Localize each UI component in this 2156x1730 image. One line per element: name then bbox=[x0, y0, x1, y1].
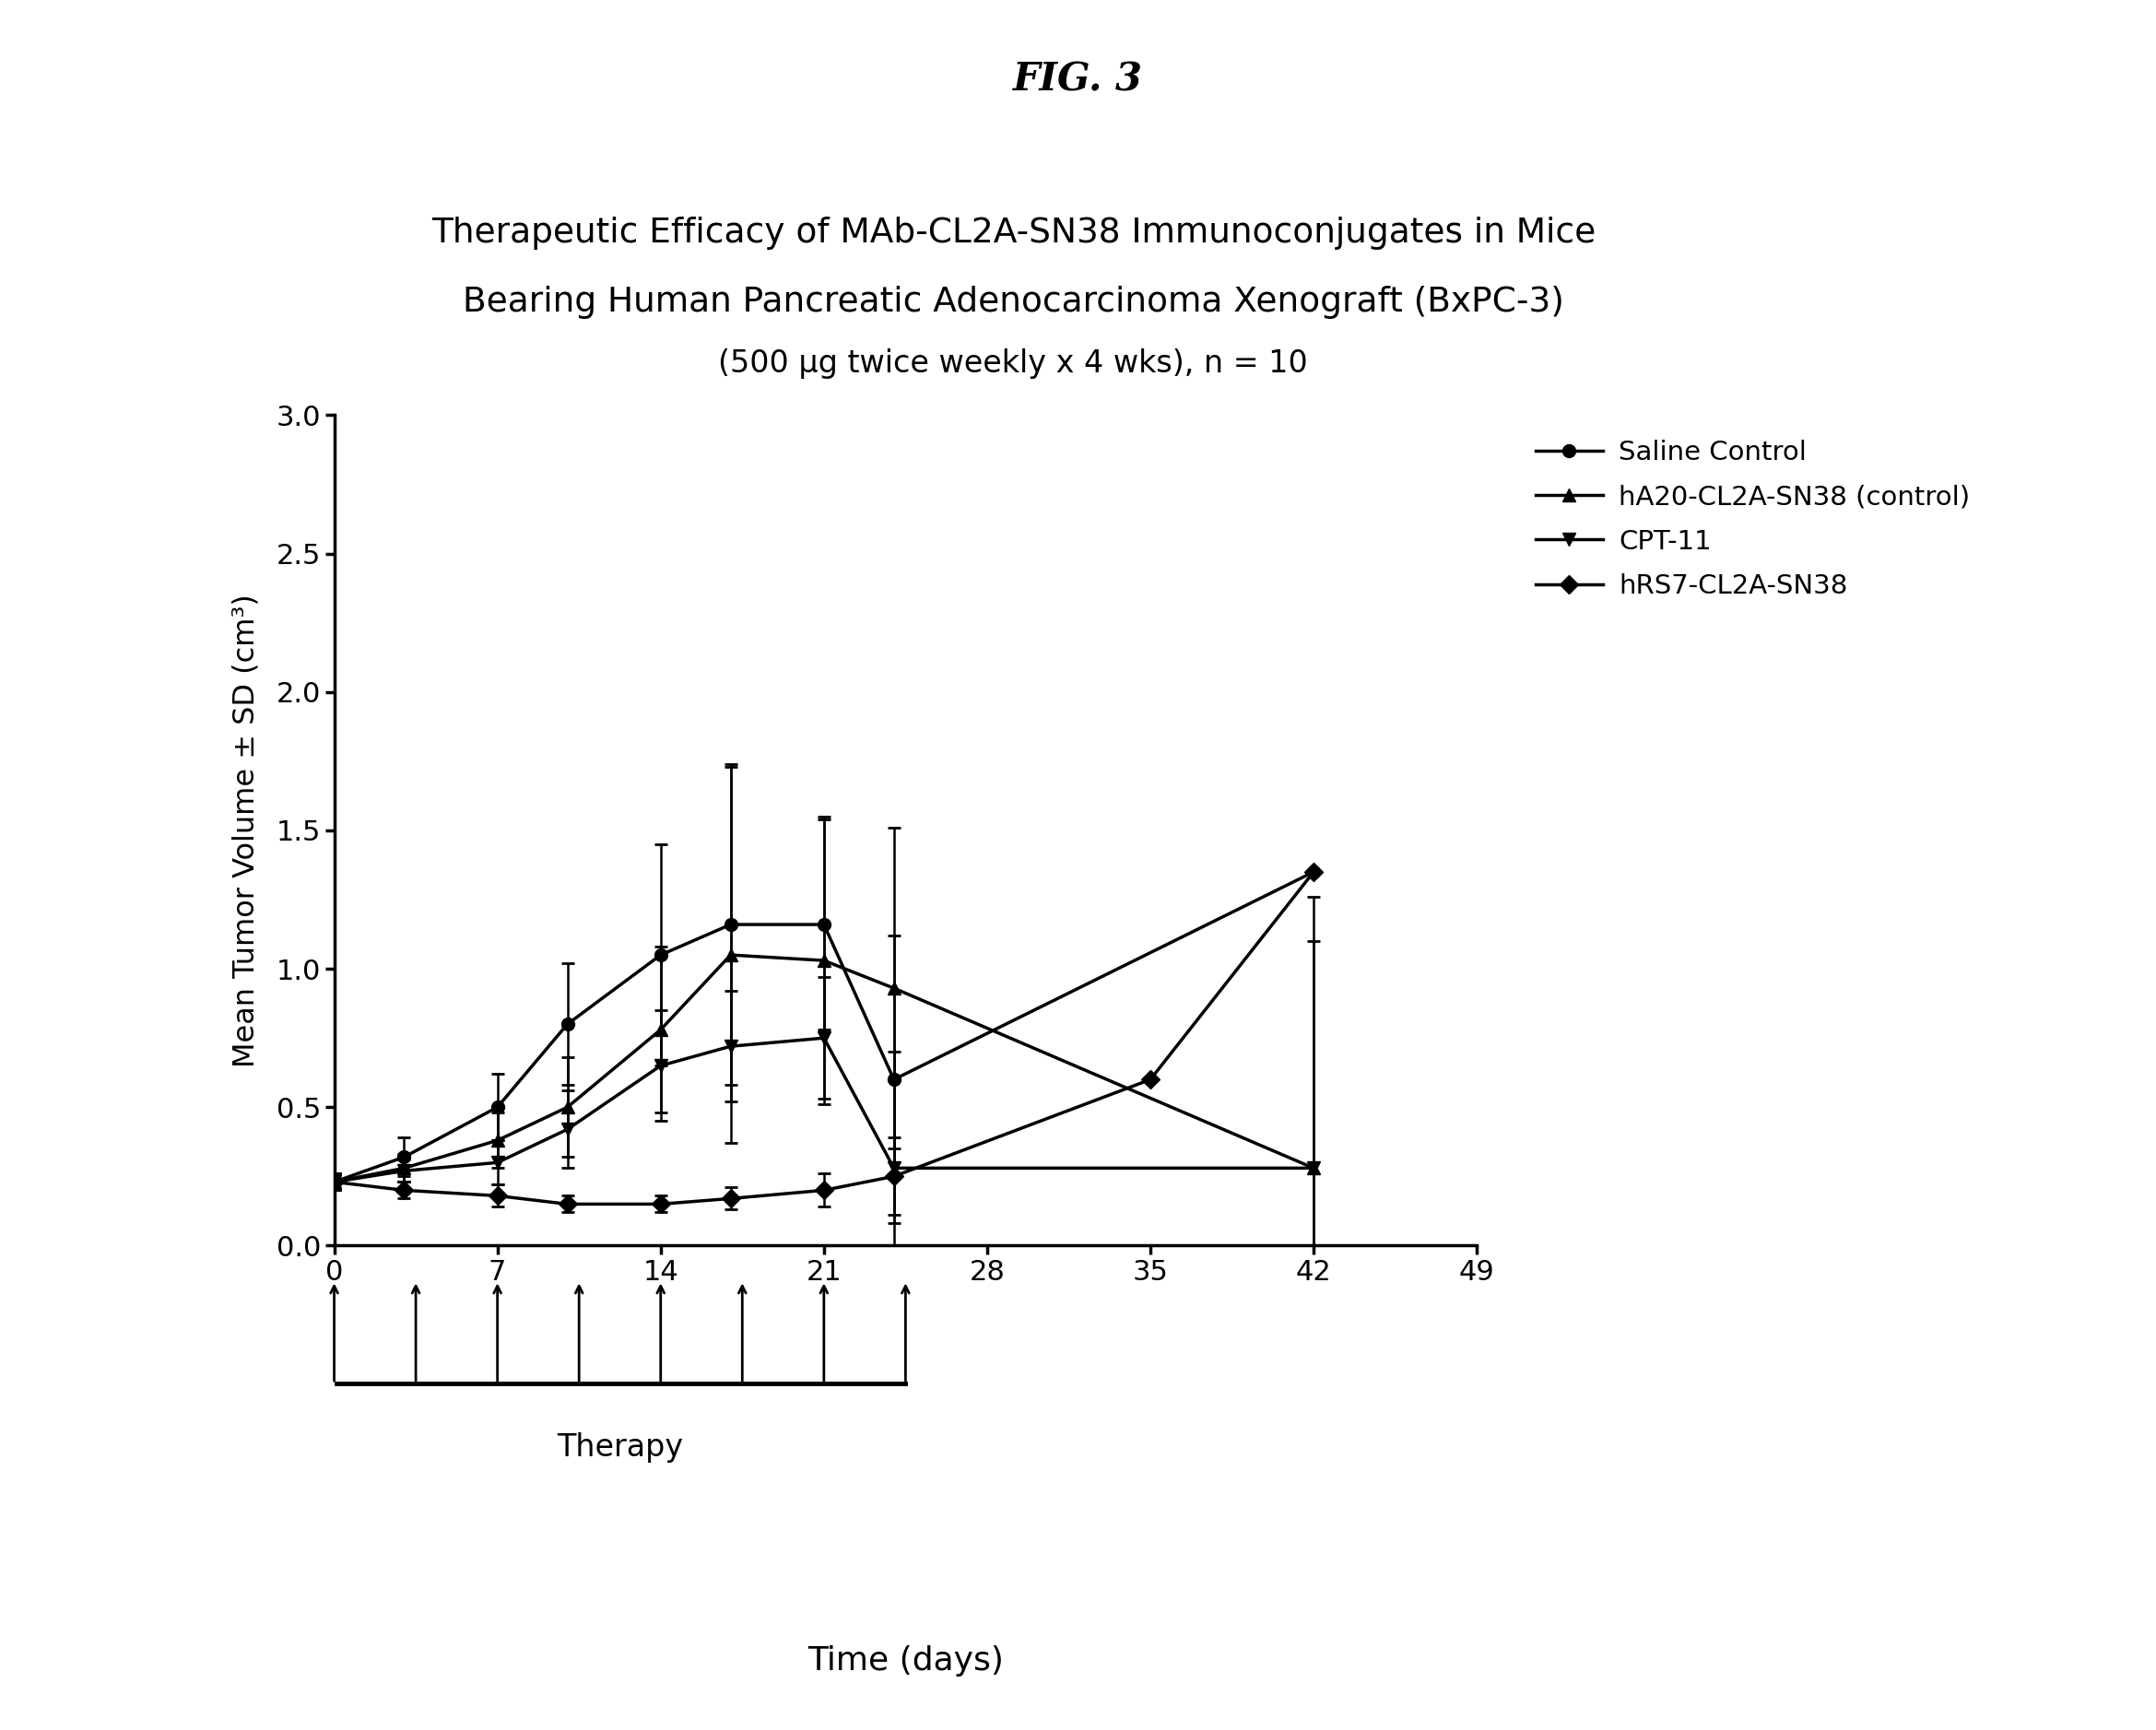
Text: FIG. 3: FIG. 3 bbox=[1013, 61, 1143, 99]
Text: Therapeutic Efficacy of MAb-CL2A-SN38 Immunoconjugates in Mice: Therapeutic Efficacy of MAb-CL2A-SN38 Im… bbox=[431, 216, 1595, 251]
Text: Therapy: Therapy bbox=[556, 1432, 683, 1462]
Y-axis label: Mean Tumor Volume ± SD (cm³): Mean Tumor Volume ± SD (cm³) bbox=[233, 593, 261, 1067]
Legend: Saline Control, hA20-CL2A-SN38 (control), CPT-11, hRS7-CL2A-SN38: Saline Control, hA20-CL2A-SN38 (control)… bbox=[1524, 429, 1981, 611]
Text: Bearing Human Pancreatic Adenocarcinoma Xenograft (BxPC-3): Bearing Human Pancreatic Adenocarcinoma … bbox=[464, 285, 1563, 320]
Text: Time (days): Time (days) bbox=[806, 1645, 1005, 1676]
Text: (500 μg twice weekly x 4 wks), n = 10: (500 μg twice weekly x 4 wks), n = 10 bbox=[718, 348, 1309, 379]
